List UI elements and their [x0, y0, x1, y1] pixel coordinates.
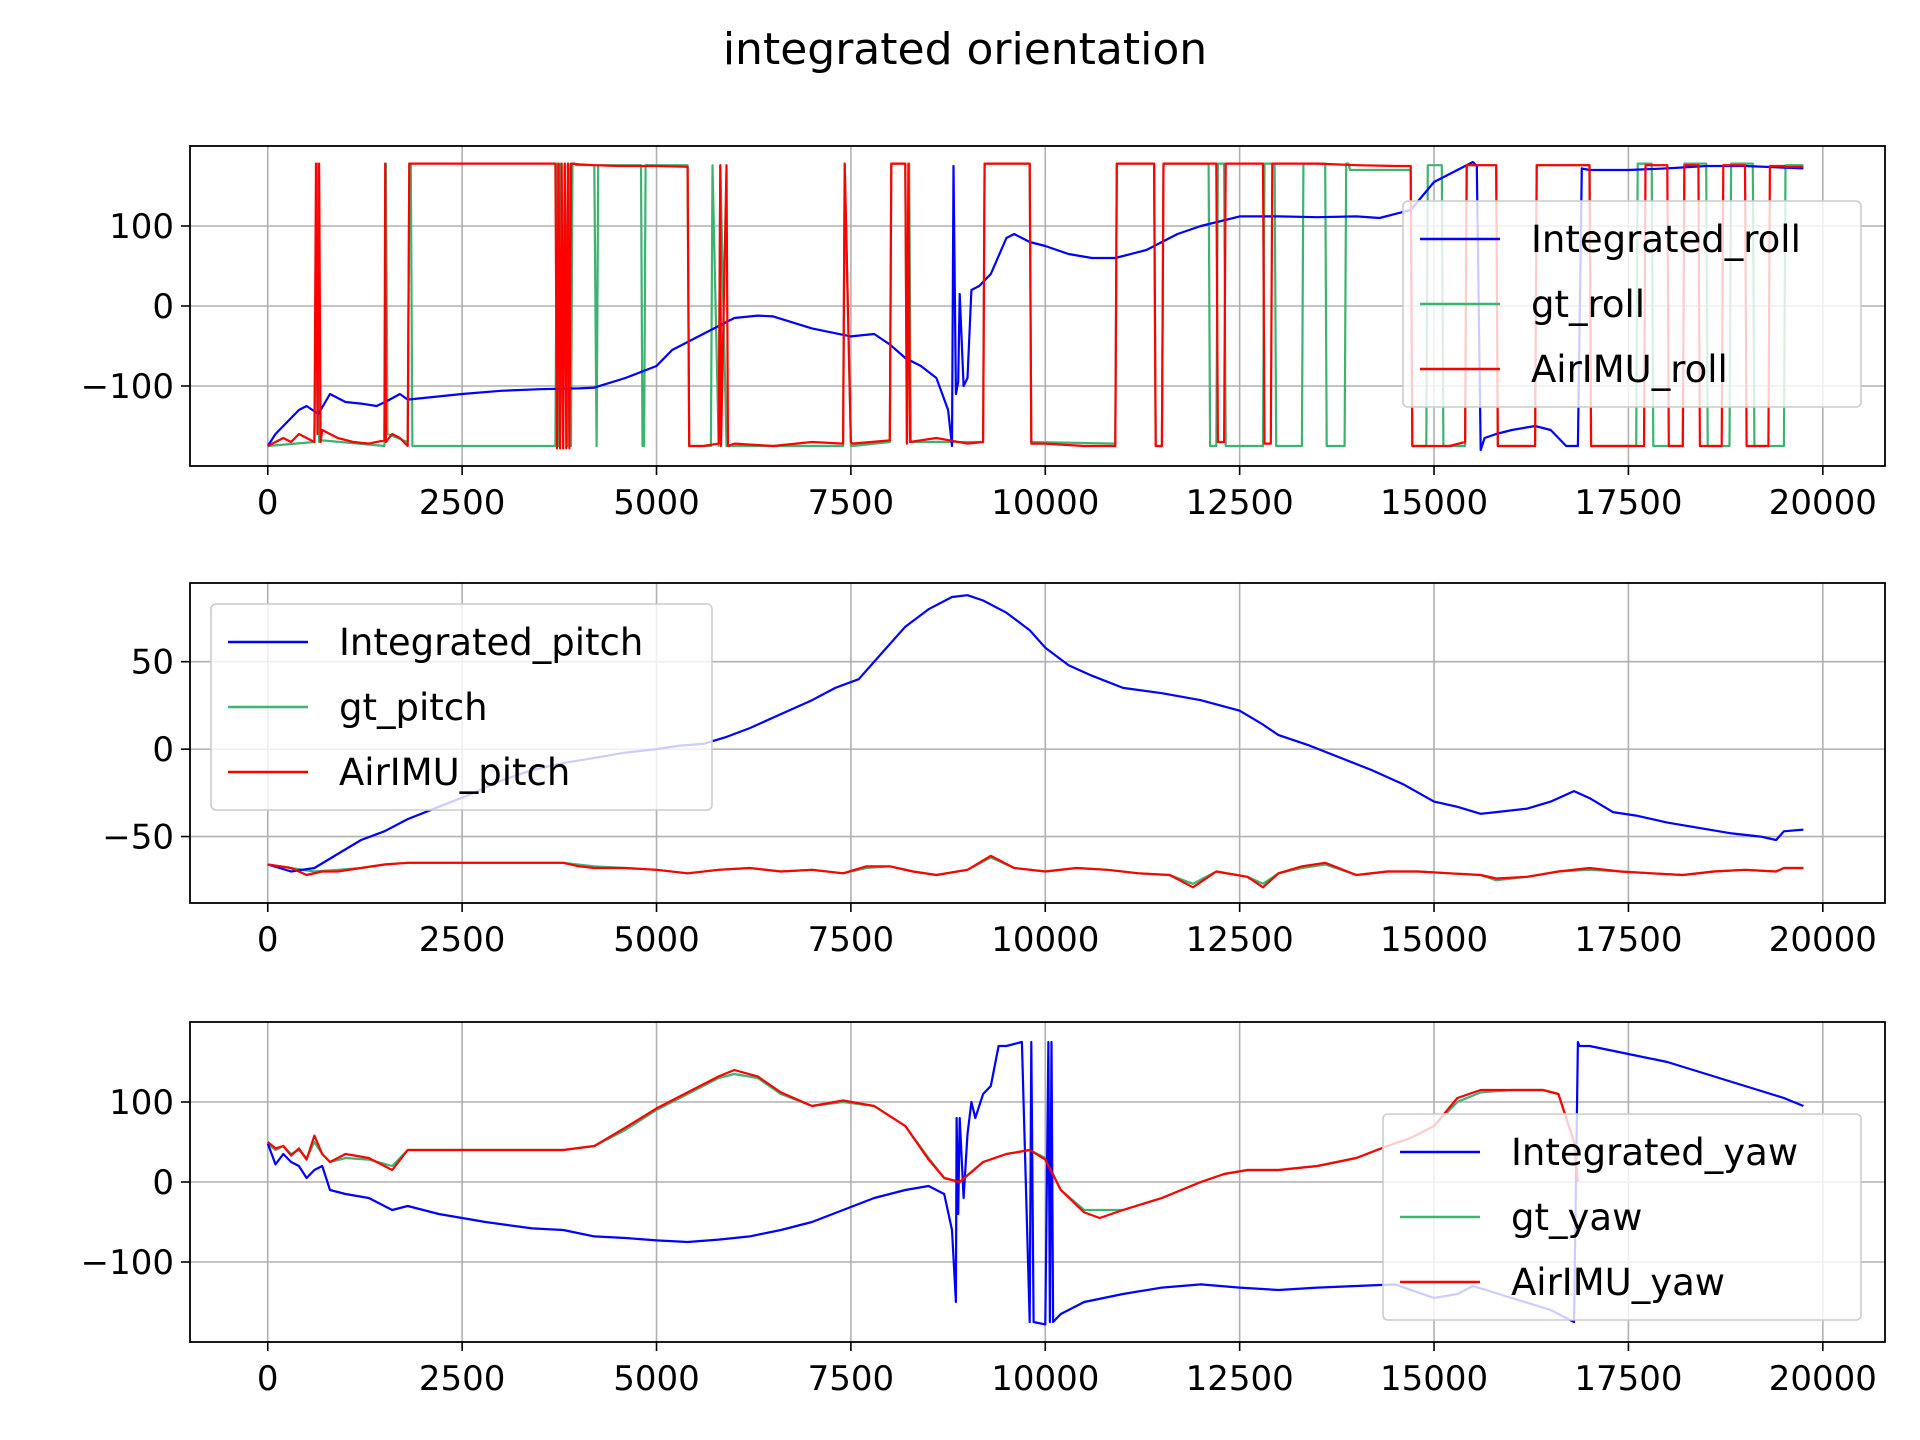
x-tick-label: 12500 [1186, 1359, 1294, 1399]
legend-label: gt_roll [1531, 283, 1645, 326]
legend-label: Integrated_roll [1531, 218, 1801, 261]
subplot-roll: 0 2500 5000 7500 10000 12500 15000 17500 20000 −1… [81, 145, 1886, 523]
series-line-gt_yaw [267, 1072, 1579, 1212]
x-tick-label: 0 [257, 920, 279, 960]
legend-label: Integrated_pitch [339, 621, 643, 664]
y-tick-label: 50 [131, 643, 174, 683]
y-tick-label: 0 [152, 287, 174, 327]
x-tick-label: 5000 [613, 920, 700, 960]
subplot-pitch: 0 2500 5000 7500 10000 12500 15000 17500 20000 −5… [102, 582, 1886, 960]
y-tick-label: −50 [102, 818, 174, 858]
legend-box [1382, 1113, 1862, 1321]
x-tick-label: 15000 [1380, 1359, 1488, 1399]
series-line-airimu_roll [267, 162, 1804, 450]
x-tick-label: 10000 [991, 483, 1099, 523]
series-line-airimu_yaw [267, 1068, 1579, 1220]
x-tick-label: 5000 [613, 483, 700, 523]
y-tick-label: 0 [152, 1163, 174, 1203]
legend-label: AirIMU_yaw [1511, 1261, 1725, 1304]
y-tick-label: 100 [109, 207, 174, 247]
legend-box [1402, 200, 1862, 408]
x-tick-label: 20000 [1769, 483, 1877, 523]
legend-box [210, 603, 713, 811]
legend-label: AirIMU_roll [1531, 348, 1728, 391]
axes-frame [189, 582, 1886, 904]
y-tick-label: −100 [81, 1243, 174, 1283]
series-line-airimu_pitch [267, 854, 1804, 889]
x-tick-label: 2500 [419, 1359, 506, 1399]
series-line-integrated_roll [266, 160, 1804, 452]
x-tick-label: 17500 [1574, 483, 1682, 523]
x-tick-label: 2500 [419, 920, 506, 960]
x-tick-label: 12500 [1186, 920, 1294, 960]
x-tick-label: 17500 [1574, 1359, 1682, 1399]
x-tick-label: 15000 [1380, 483, 1488, 523]
x-tick-label: 10000 [991, 1359, 1099, 1399]
figure-title: integrated orientation [723, 24, 1207, 75]
x-tick-label: 20000 [1769, 920, 1877, 960]
x-tick-label: 12500 [1186, 483, 1294, 523]
x-tick-label: 0 [257, 483, 279, 523]
y-tick-label: −100 [81, 367, 174, 407]
x-tick-label: 7500 [808, 920, 895, 960]
x-tick-label: 15000 [1380, 920, 1488, 960]
x-tick-label: 17500 [1574, 920, 1682, 960]
legend-label: gt_yaw [1511, 1196, 1642, 1239]
x-tick-label: 7500 [808, 1359, 895, 1399]
subplot-yaw: 0 2500 5000 7500 10000 12500 15000 17500 20000 −1… [81, 1021, 1886, 1399]
x-tick-label: 20000 [1769, 1359, 1877, 1399]
x-tick-label: 5000 [613, 1359, 700, 1399]
legend-label: AirIMU_pitch [339, 751, 570, 794]
x-tick-label: 2500 [419, 483, 506, 523]
x-tick-label: 7500 [808, 483, 895, 523]
legend-label: gt_pitch [339, 686, 488, 729]
legend-label: Integrated_yaw [1511, 1131, 1798, 1174]
y-tick-label: 100 [109, 1083, 174, 1123]
x-tick-label: 10000 [991, 920, 1099, 960]
y-tick-label: 0 [152, 730, 174, 770]
x-tick-label: 0 [257, 1359, 279, 1399]
